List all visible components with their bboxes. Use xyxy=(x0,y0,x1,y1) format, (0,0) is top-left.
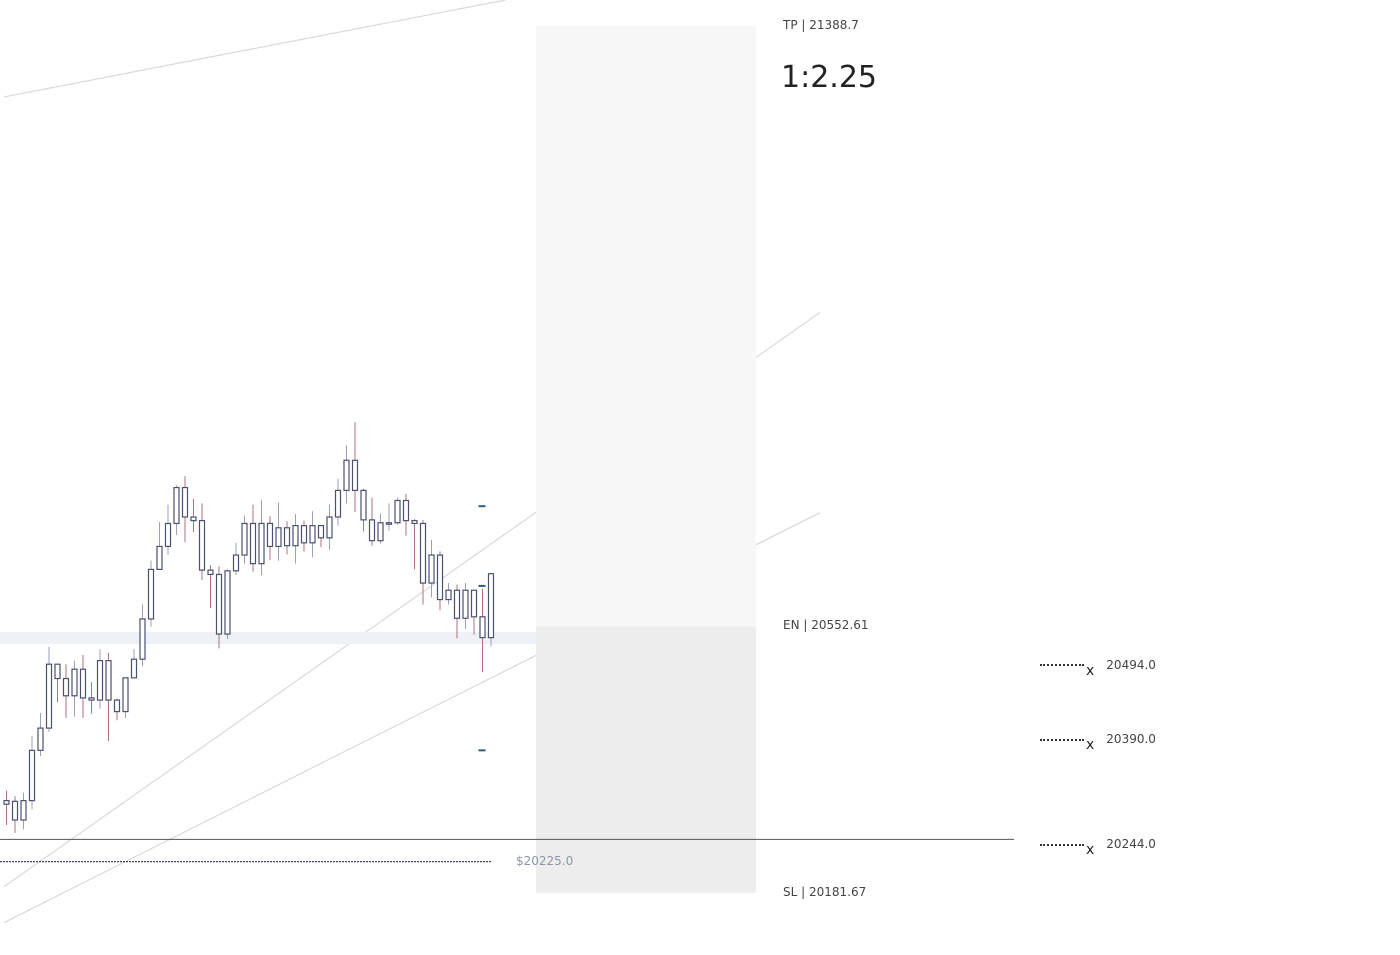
pending-order-2[interactable]: x 20390.0 xyxy=(1040,731,1156,753)
pending-order-1[interactable]: x 20494.0 xyxy=(1040,657,1156,679)
stop-loss-label: SL | 20181.67 xyxy=(783,884,867,899)
candle-body xyxy=(411,519,418,525)
candle-body xyxy=(28,749,36,802)
candle-body xyxy=(11,800,19,821)
candle-body xyxy=(275,527,282,548)
candle-body xyxy=(198,519,206,571)
candle-body xyxy=(249,522,257,565)
candle-body xyxy=(487,573,495,639)
candle-body xyxy=(300,525,308,544)
pending-order-3[interactable]: x 20244.0 xyxy=(1040,836,1156,858)
loss-zone xyxy=(536,626,756,893)
candle-body xyxy=(385,522,393,525)
candle-body xyxy=(147,568,155,620)
candle-body xyxy=(292,525,299,547)
candle-body xyxy=(317,525,325,539)
candle-body xyxy=(479,616,486,639)
candle-body xyxy=(62,677,70,697)
candle-body xyxy=(377,522,384,542)
candle-body xyxy=(71,668,78,697)
candle-body xyxy=(368,519,376,542)
candle-body xyxy=(173,486,180,525)
order-price-label: 20390.0 xyxy=(1106,732,1156,747)
candle-body xyxy=(96,660,104,701)
lines-layer xyxy=(0,505,1014,863)
candle-body xyxy=(351,459,359,492)
order-price-label: 20494.0 xyxy=(1106,657,1156,672)
candle-body xyxy=(470,589,478,618)
order-price-label: 20244.0 xyxy=(1106,837,1156,851)
candle-body xyxy=(436,554,444,601)
candle-body xyxy=(283,527,291,547)
profit-zone xyxy=(536,26,756,627)
candle-body xyxy=(20,800,27,821)
candle-body xyxy=(156,545,163,571)
order-dotted-line xyxy=(1040,843,1084,846)
candle-body xyxy=(181,486,189,518)
candle-body xyxy=(419,522,427,584)
candle-body xyxy=(122,677,129,713)
position-zones-layer xyxy=(536,26,756,893)
candle-body xyxy=(190,516,197,522)
candle-body xyxy=(309,525,316,544)
candle-body xyxy=(3,800,10,805)
entry-label: EN | 20552.61 xyxy=(783,618,869,633)
candles-layer xyxy=(3,422,495,833)
candle-body xyxy=(79,668,87,699)
take-profit-label: TP | 21388.7 xyxy=(783,18,859,33)
candle-body xyxy=(394,499,401,524)
limit-order-price-tag[interactable]: $20225.0 xyxy=(516,853,574,868)
candle-body xyxy=(402,499,410,522)
candle-body xyxy=(326,516,333,539)
candle-body xyxy=(88,697,95,701)
candle-body xyxy=(207,569,214,576)
candle-body xyxy=(343,459,350,492)
candle-body xyxy=(334,489,342,518)
candle-body xyxy=(37,727,44,751)
candle-body xyxy=(215,573,223,635)
candle-body xyxy=(428,554,435,584)
cancel-order-x-icon[interactable]: x xyxy=(1086,662,1095,679)
candle-body xyxy=(45,663,53,729)
candle-body xyxy=(164,522,172,548)
candle-body xyxy=(54,663,61,680)
candle-body xyxy=(360,489,367,521)
range-band xyxy=(0,631,592,645)
candle-body xyxy=(232,554,240,572)
range-band-layer xyxy=(0,631,592,645)
order-dotted-line xyxy=(1040,738,1084,741)
candle-body xyxy=(113,699,121,713)
trendline-1 xyxy=(3,0,506,98)
candle-body xyxy=(130,658,138,679)
candle-body xyxy=(445,589,452,601)
risk-reward-ratio: 1:2.25 xyxy=(781,60,877,96)
candle-body xyxy=(258,522,265,565)
candle-body xyxy=(241,522,248,556)
cancel-order-x-icon[interactable]: x xyxy=(1086,737,1095,754)
candle-body xyxy=(105,660,112,701)
order-dotted-line xyxy=(1040,664,1084,666)
candle-body xyxy=(139,618,146,660)
candle-body xyxy=(266,522,274,548)
candle-body xyxy=(224,570,231,635)
candle-body xyxy=(462,589,469,619)
cancel-order-x-icon[interactable]: x xyxy=(1086,842,1095,858)
candle-body xyxy=(453,589,461,619)
